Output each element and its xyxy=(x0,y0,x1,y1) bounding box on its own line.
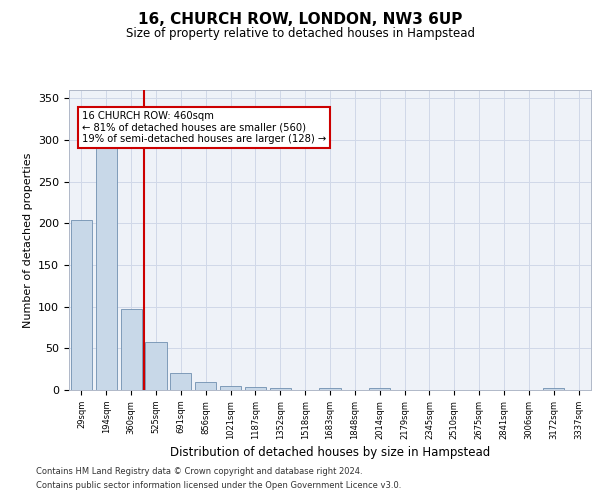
Text: Size of property relative to detached houses in Hampstead: Size of property relative to detached ho… xyxy=(125,28,475,40)
Bar xyxy=(121,309,142,390)
Bar xyxy=(245,386,266,390)
Text: 16, CHURCH ROW, LONDON, NW3 6UP: 16, CHURCH ROW, LONDON, NW3 6UP xyxy=(138,12,462,28)
Text: Contains HM Land Registry data © Crown copyright and database right 2024.: Contains HM Land Registry data © Crown c… xyxy=(36,467,362,476)
Bar xyxy=(369,388,390,390)
Bar xyxy=(71,220,92,390)
Bar xyxy=(170,374,191,390)
Bar xyxy=(96,148,117,390)
Text: 16 CHURCH ROW: 460sqm
← 81% of detached houses are smaller (560)
19% of semi-det: 16 CHURCH ROW: 460sqm ← 81% of detached … xyxy=(82,111,326,144)
Bar xyxy=(543,388,564,390)
Bar xyxy=(145,342,167,390)
Bar xyxy=(319,388,341,390)
Bar xyxy=(195,382,216,390)
Bar xyxy=(270,388,291,390)
X-axis label: Distribution of detached houses by size in Hampstead: Distribution of detached houses by size … xyxy=(170,446,490,459)
Y-axis label: Number of detached properties: Number of detached properties xyxy=(23,152,32,328)
Bar xyxy=(220,386,241,390)
Text: Contains public sector information licensed under the Open Government Licence v3: Contains public sector information licen… xyxy=(36,481,401,490)
